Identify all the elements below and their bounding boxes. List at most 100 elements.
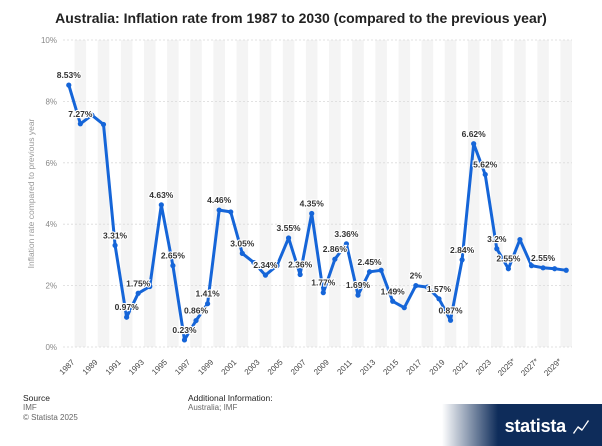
data-point — [355, 292, 361, 298]
data-label: 2.65% — [161, 251, 186, 261]
year-band — [560, 40, 572, 347]
data-label: 5.62% — [473, 159, 498, 169]
year-band — [537, 40, 549, 347]
data-point — [239, 250, 245, 256]
data-point — [135, 290, 141, 296]
y-tick-label: 6% — [45, 159, 57, 168]
data-label: 2% — [410, 271, 423, 281]
year-band — [491, 40, 503, 347]
data-point — [471, 141, 477, 147]
year-band — [213, 40, 225, 347]
data-label: 6.62% — [462, 129, 487, 139]
data-point — [482, 171, 488, 178]
x-tick-label: 2019 — [428, 357, 447, 376]
year-band — [120, 40, 133, 347]
data-point — [77, 121, 83, 127]
data-point — [112, 242, 118, 248]
x-tick-label: 2023 — [474, 357, 493, 376]
data-label: 4.46% — [207, 195, 232, 205]
year-band — [329, 40, 341, 347]
source-value[interactable]: IMF — [23, 403, 37, 412]
data-point — [205, 301, 211, 307]
data-label: 3.31% — [103, 230, 128, 240]
x-tick-label: 2029* — [542, 357, 563, 378]
data-label: 4.63% — [149, 190, 174, 200]
year-band — [398, 40, 411, 347]
data-point — [528, 263, 535, 269]
x-tick-label: 2009 — [312, 357, 331, 376]
y-tick-label: 4% — [45, 220, 57, 229]
x-tick-label: 2005 — [266, 357, 285, 376]
x-tick-label: 1987 — [58, 357, 77, 376]
year-band — [143, 40, 156, 347]
year-band — [167, 40, 179, 347]
x-tick-label: 1993 — [127, 357, 146, 376]
data-point — [505, 266, 511, 272]
data-label: 0.97% — [115, 302, 140, 312]
year-band — [352, 40, 364, 347]
data-point — [332, 256, 338, 262]
data-point — [262, 272, 269, 278]
data-point — [297, 271, 303, 278]
year-band — [375, 40, 387, 347]
data-point — [100, 121, 107, 128]
data-point — [378, 267, 384, 273]
x-tick-label: 2003 — [243, 357, 262, 376]
data-label: 2.34% — [253, 260, 278, 270]
data-point — [158, 202, 164, 208]
data-label: 3.55% — [277, 223, 302, 233]
data-label: 1.57% — [427, 284, 452, 294]
chart-title: Australia: Inflation rate from 1987 to 2… — [55, 10, 547, 26]
data-point — [413, 283, 419, 289]
data-point — [563, 267, 569, 273]
year-band — [305, 40, 318, 347]
x-tick-label: 2013 — [358, 357, 377, 376]
data-point — [517, 236, 523, 243]
data-label: 2.86% — [323, 244, 348, 254]
data-label: 3.36% — [334, 229, 359, 239]
statista-logo-icon — [573, 420, 589, 434]
data-label: 2.55% — [496, 254, 521, 264]
x-tick-label: 2001 — [219, 357, 238, 376]
x-tick-label: 2007 — [289, 357, 308, 376]
x-tick-label: 1995 — [150, 357, 169, 376]
data-point — [274, 263, 280, 269]
additional-info-block: Additional Information: Australia; IMF — [188, 393, 273, 413]
year-band — [444, 40, 457, 347]
year-band — [236, 40, 249, 347]
data-point — [390, 298, 396, 304]
x-tick-label: 1989 — [81, 357, 100, 376]
data-point — [170, 263, 176, 269]
data-label: 3.2% — [487, 234, 507, 244]
y-tick-label: 2% — [45, 282, 57, 291]
year-band — [190, 40, 202, 347]
data-point — [366, 269, 373, 275]
x-tick-label: 1999 — [196, 357, 215, 376]
data-point — [193, 317, 199, 324]
x-tick-label: 1997 — [173, 357, 192, 376]
data-label: 8.53% — [57, 70, 82, 80]
data-label: 2.36% — [288, 260, 313, 270]
data-point — [66, 82, 72, 88]
source-heading: Source — [23, 393, 50, 403]
data-point — [216, 207, 222, 213]
additional-info-value: Australia; IMF — [188, 403, 238, 412]
x-tick-label: 2017 — [405, 357, 424, 376]
data-point — [124, 314, 130, 320]
source-block: Source IMF © Statista 2025 — [23, 393, 78, 423]
data-point — [147, 283, 153, 290]
y-tick-label: 8% — [45, 97, 57, 106]
data-point — [285, 235, 292, 241]
x-tick-label: 2015 — [381, 357, 400, 376]
x-tick-label: 2011 — [335, 358, 354, 377]
year-band — [421, 40, 434, 347]
data-point — [424, 284, 430, 290]
x-tick-label: 2025* — [496, 357, 517, 378]
data-label: 4.35% — [300, 198, 325, 208]
data-label: 2.55% — [531, 253, 556, 263]
statista-logo[interactable]: statista — [504, 416, 567, 436]
data-point — [436, 296, 442, 302]
year-band — [74, 40, 87, 347]
data-label: 1.49% — [381, 286, 406, 296]
